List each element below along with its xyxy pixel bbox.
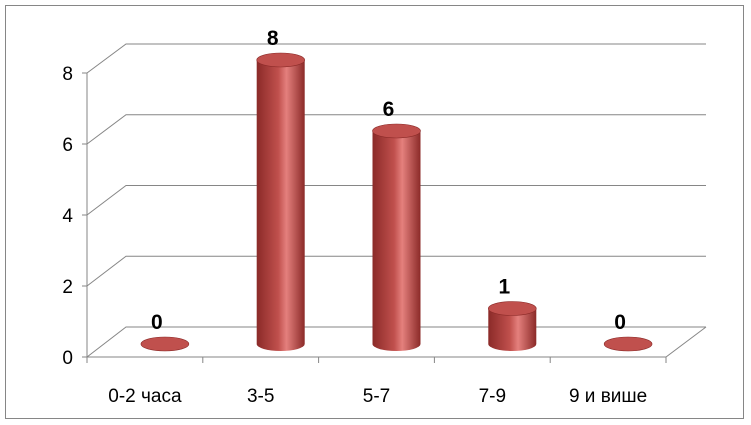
gridline — [86, 185, 706, 216]
data-labels: 0 8 6 1 0 — [151, 27, 626, 334]
bar-cylinder — [603, 336, 653, 352]
x-category-label: 0-2 часа — [108, 386, 182, 407]
y-tick-label: 6 — [62, 135, 73, 156]
x-category-label: 5-7 — [363, 386, 390, 407]
data-label: 0 — [614, 311, 626, 334]
bar-cylinder — [487, 301, 537, 352]
x-category-label: 7-9 — [479, 386, 506, 407]
gridline — [86, 255, 706, 287]
y-tick-label: 0 — [62, 348, 73, 369]
bar-cylinder — [256, 52, 306, 352]
axes — [82, 72, 707, 363]
tick-labels: 0 2 4 6 8 0-2 часа 3-5 5-7 7-9 9 и више — [62, 64, 647, 407]
data-label: 8 — [267, 27, 279, 50]
gridline — [86, 43, 706, 74]
gridline — [86, 114, 706, 145]
bar-cylinder — [140, 336, 190, 352]
y-tick-label: 4 — [62, 206, 73, 227]
data-label: 6 — [383, 98, 395, 121]
y-tick-label: 2 — [62, 277, 73, 298]
bars — [140, 52, 653, 352]
data-label: 0 — [151, 311, 163, 334]
x-category-label: 9 и више — [569, 386, 647, 407]
bar-cylinder — [372, 123, 421, 352]
data-label: 1 — [498, 276, 510, 299]
y-tick-label: 8 — [62, 64, 73, 85]
x-category-label: 3-5 — [247, 386, 274, 407]
